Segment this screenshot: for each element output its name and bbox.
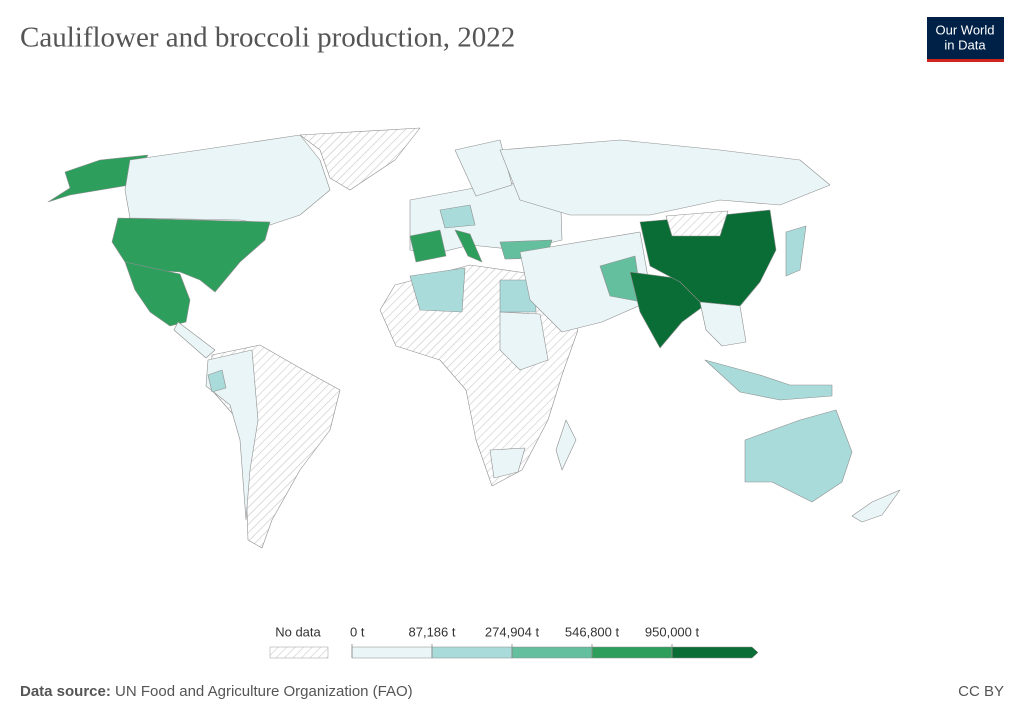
logo: Our World in Data: [927, 17, 1004, 62]
country: [124, 134, 331, 226]
country: [409, 229, 447, 263]
source-text: UN Food and Agriculture Organization (FA…: [115, 683, 413, 700]
legend-bin: [591, 646, 673, 659]
country: [111, 217, 271, 293]
no-data-swatch: [269, 646, 329, 659]
no-data-label: No data: [275, 624, 321, 639]
legend-bin: [351, 646, 433, 659]
country: [851, 489, 901, 523]
country: [205, 349, 259, 521]
title: Cauliflower and broccoli production, 202…: [20, 22, 515, 54]
legend-bin: [431, 646, 513, 659]
logo-text: Our World: [936, 22, 995, 37]
country: [499, 311, 549, 371]
country: [439, 204, 476, 229]
logo-text: in Data: [944, 37, 986, 52]
country: [499, 279, 537, 313]
legend-tick-label: 546,800 t: [565, 624, 620, 639]
legend-bin: [671, 646, 759, 659]
country: [699, 301, 747, 347]
license: CC BY: [958, 683, 1004, 700]
country: [555, 419, 577, 471]
logo-stripe: [927, 59, 1004, 62]
country: [409, 267, 466, 313]
legend-tick-label: 274,904 t: [485, 624, 540, 639]
logo-box: [927, 17, 1004, 59]
legend: No data 0 t 87,186 t 274,904 t 546,800 t 950…: [269, 624, 759, 659]
source-label: Data source:: [20, 683, 111, 700]
country: [299, 127, 421, 191]
legend-tick-label: 950,000 t: [645, 624, 700, 639]
country: [519, 231, 653, 333]
country: [173, 321, 216, 359]
legend-bin: [511, 646, 593, 659]
legend-tick-label: 0 t: [350, 624, 365, 639]
source: Data source: UN Food and Agriculture Org…: [20, 683, 413, 700]
country: [499, 139, 831, 216]
country: [744, 409, 853, 503]
country: [785, 225, 807, 277]
legend-tick-label: 87,186 t: [409, 624, 456, 639]
country: [665, 210, 729, 237]
country: [47, 154, 149, 203]
world-map: [47, 127, 901, 549]
country: [207, 369, 227, 393]
country: [489, 447, 526, 479]
country: [704, 359, 833, 401]
country: [454, 139, 513, 197]
country: [454, 229, 483, 263]
